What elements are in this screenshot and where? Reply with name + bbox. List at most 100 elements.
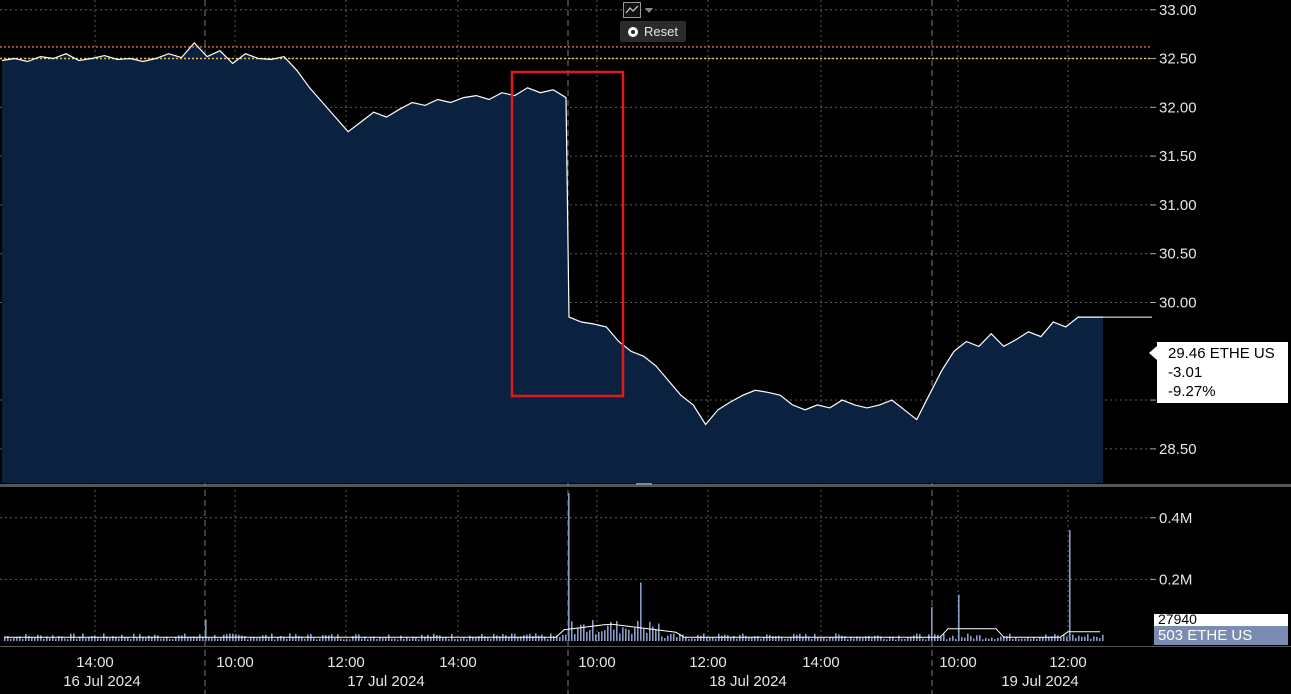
volume-bar (400, 635, 402, 641)
volume-bar (466, 639, 468, 641)
volume-bar (991, 637, 993, 641)
last-price-label: 29.46 ETHE US -3.01 -9.27% (1149, 342, 1288, 403)
volume-bar (244, 636, 246, 641)
volume-bar (886, 639, 888, 641)
volume-bar (574, 634, 576, 641)
volume-bar (1087, 634, 1089, 641)
volume-bar (148, 635, 150, 641)
volume-bar (961, 637, 963, 641)
volume-bar (427, 634, 429, 641)
axes: 33.00 32.50 32.00 31.50 31.00 30.50 30.00 28.50… (63, 2, 1196, 690)
volume-bar (37, 634, 39, 641)
x-tick-date: 19 Jul 2024 (1001, 673, 1079, 690)
volume-bar (547, 638, 549, 641)
volume-bar (55, 638, 57, 641)
volume-bar (517, 636, 519, 641)
volume-bar (784, 638, 786, 641)
volume-average-label: 27940 (1154, 614, 1288, 626)
x-tick-time: 12:00 (327, 654, 365, 671)
volume-bar (904, 638, 906, 641)
chevron-down-icon[interactable] (645, 7, 653, 13)
volume-bar (1096, 636, 1098, 641)
volume-bar (100, 638, 102, 641)
volume-bar (808, 636, 810, 641)
volume-bar (1048, 636, 1050, 641)
volume-bar (277, 637, 279, 641)
volume-bar (958, 594, 960, 641)
volume-bar (727, 635, 729, 641)
panel-divider (0, 484, 1291, 487)
volume-bar (553, 636, 555, 641)
volume-bar (691, 638, 693, 641)
volume-bar (739, 635, 741, 641)
volume-bar (118, 638, 120, 641)
volume-bar (181, 635, 183, 641)
volume-bar (256, 638, 258, 641)
volume-bar (682, 634, 684, 641)
volume-bar (79, 636, 81, 641)
volume-bar (106, 636, 108, 641)
volume-bar (1069, 530, 1071, 641)
line-chart-icon[interactable] (623, 2, 641, 18)
volume-bar (157, 635, 159, 641)
volume-bar (1060, 637, 1062, 641)
volume-bar (754, 636, 756, 641)
volume-bar (967, 633, 969, 641)
volume-bar (565, 634, 567, 641)
volume-bar (892, 636, 894, 641)
volume-label: 503 ETHE US (1154, 626, 1288, 645)
volume-bar (925, 639, 927, 641)
volume-bar (403, 638, 405, 641)
volume-bar (580, 624, 582, 641)
volume-bar (61, 636, 63, 641)
volume-bar (1090, 638, 1092, 641)
volume-bar (622, 627, 624, 641)
volume-bar (322, 635, 324, 641)
volume-bar (772, 636, 774, 641)
volume-bar (847, 639, 849, 641)
volume-bar (619, 633, 621, 641)
volume-bar (496, 635, 498, 641)
volume-bar (748, 637, 750, 641)
volume-bar (43, 638, 45, 641)
volume-bar (265, 634, 267, 641)
y-tick-label: 31.50 (1159, 148, 1197, 165)
volume-bar (1033, 637, 1035, 641)
volume-bar (238, 634, 240, 641)
y-tick-label: 32.00 (1159, 99, 1197, 116)
volume-bar (13, 637, 15, 641)
volume-bar (715, 638, 717, 641)
volume-bar (349, 639, 351, 641)
y-tick-label: 33.00 (1159, 2, 1197, 19)
volume-bar (862, 637, 864, 641)
volume-bar (673, 633, 675, 641)
volume-bar (190, 636, 192, 641)
volume-bar (658, 623, 660, 641)
volume-bar (52, 635, 54, 641)
volume-bar (46, 636, 48, 641)
volume-bar (664, 638, 666, 641)
volume-bar (145, 638, 147, 641)
volume-bar (988, 638, 990, 641)
volume-bar (922, 638, 924, 641)
volume-bar (136, 637, 138, 641)
x-tick-date: 16 Jul 2024 (63, 673, 141, 690)
volume-bar (979, 635, 981, 641)
chart-type-selector[interactable] (623, 2, 653, 18)
y-tick-label: 28.50 (1159, 441, 1197, 458)
reset-label: Reset (644, 24, 678, 39)
volume-bar (454, 638, 456, 641)
volume-bar (583, 624, 585, 641)
volume-bar (370, 637, 372, 641)
volume-bar (826, 639, 828, 641)
volume-bar (952, 635, 954, 641)
reset-button[interactable]: Reset (620, 21, 686, 42)
volume-bar (1036, 638, 1038, 641)
volume-bar (523, 635, 525, 641)
volume-bar (169, 638, 171, 641)
volume-bar (1003, 636, 1005, 641)
price-series-line (1, 42, 1103, 426)
volume-bar (325, 635, 327, 641)
volume-bar (439, 635, 441, 641)
volume-bar (28, 635, 30, 641)
